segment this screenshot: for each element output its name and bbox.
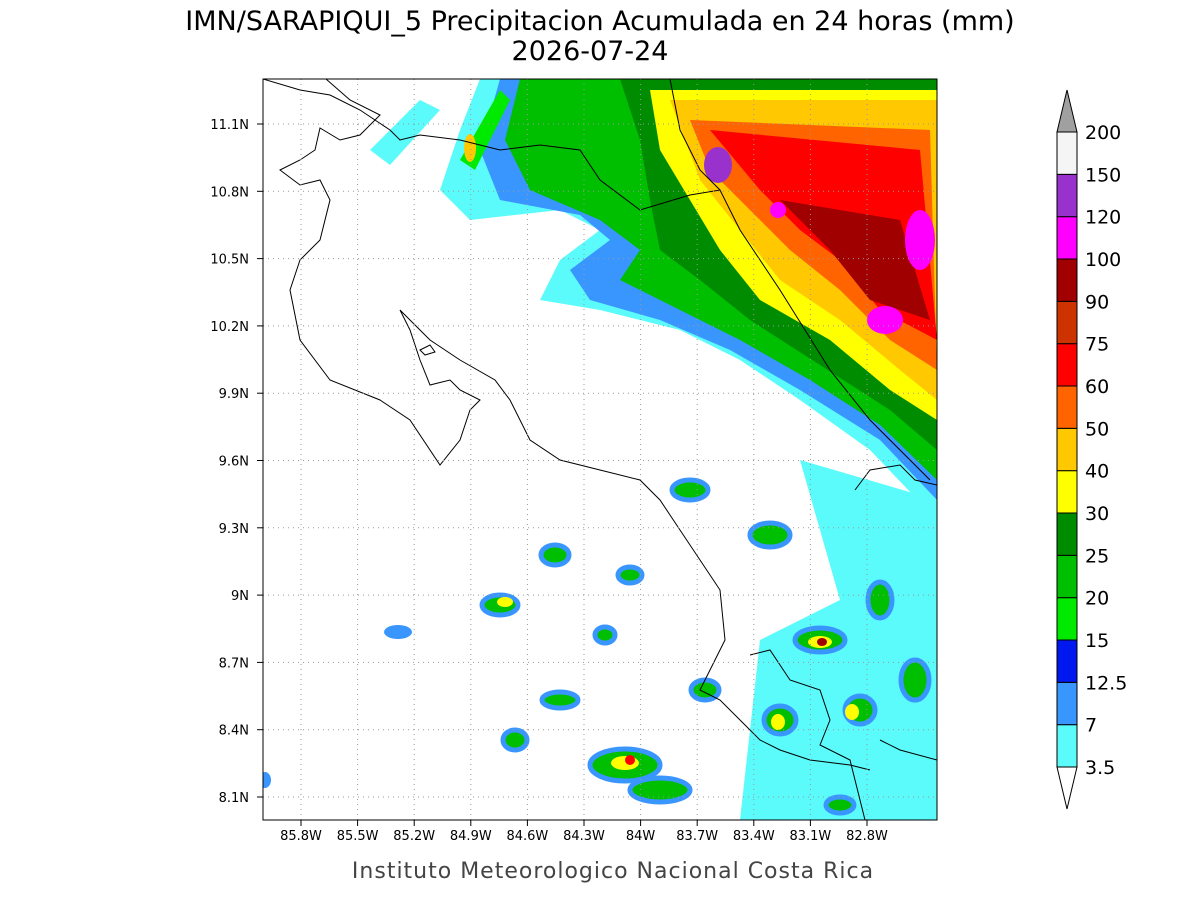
colorbar-segment (1056, 427, 1078, 472)
lat-label: 9.3N (219, 522, 249, 537)
lon-label: 84.6W (506, 829, 548, 844)
lon-label: 85.2W (393, 829, 435, 844)
lat-label: 10.5N (210, 253, 249, 268)
lon-label: 84.9W (450, 829, 492, 844)
colorbar-label: 150 (1085, 164, 1121, 186)
lon-label: 85.5W (337, 829, 379, 844)
colorbar-label: 12.5 (1085, 672, 1127, 694)
colorbar-segment (1056, 681, 1078, 726)
colorbar-over (1056, 89, 1078, 133)
colorbar-segment (1056, 512, 1078, 556)
colorbar-segment (1056, 554, 1078, 599)
colorbar-segment (1056, 216, 1078, 260)
colorbar-segment (1056, 724, 1078, 768)
precip-field (263, 79, 937, 820)
lat-label: 8.4N (219, 724, 249, 739)
colorbar-label: 7 (1085, 715, 1097, 737)
lat-label: 10.8N (210, 185, 249, 200)
lon-label: 82.8W (846, 829, 888, 844)
colorbar-segment (1056, 470, 1078, 514)
colorbar-segment (1056, 173, 1078, 218)
colorbar-segment (1056, 258, 1078, 302)
colorbar-label: 25 (1085, 545, 1109, 567)
colorbar-label: 90 (1085, 291, 1109, 313)
lat-label: 9.9N (219, 387, 249, 402)
lat-label: 9.6N (219, 455, 249, 470)
colorbar-segment (1056, 639, 1078, 683)
colorbar-segment (1056, 385, 1078, 429)
lon-label: 85.8W (280, 829, 322, 844)
colorbar-segment (1056, 300, 1078, 345)
colorbar-label: 120 (1085, 207, 1121, 229)
map-title: IMN/SARAPIQUI_5 Precipitacion Acumulada … (185, 6, 1014, 37)
colorbar-under (1056, 766, 1078, 810)
colorbar-label: 200 (1085, 122, 1121, 144)
colorbar-label: 40 (1085, 461, 1109, 483)
map-subtitle: 2026-07-24 (512, 36, 669, 67)
colorbar-label: 100 (1085, 249, 1121, 271)
lat-label: 8.1N (219, 791, 249, 806)
lon-label: 83.4W (733, 829, 775, 844)
colorbar-segment (1056, 131, 1078, 175)
lon-label: 84W (626, 829, 656, 844)
colorbar-segment (1056, 597, 1078, 641)
colorbar-label: 75 (1085, 334, 1109, 356)
colorbar-label: 60 (1085, 376, 1109, 398)
lat-label: 9N (231, 589, 249, 604)
colorbar-label: 30 (1085, 503, 1109, 525)
lon-label: 83.1W (789, 829, 831, 844)
lon-label: 84.3W (563, 829, 605, 844)
colorbar-segment (1056, 343, 1078, 387)
colorbar-label: 15 (1085, 630, 1109, 652)
colorbar-label: 50 (1085, 418, 1109, 440)
lat-label: 11.1N (210, 118, 249, 133)
colorbar-label: 3.5 (1085, 757, 1115, 779)
lat-label: 10.2N (210, 320, 249, 335)
lon-label: 83.7W (676, 829, 718, 844)
plot-frame (262, 78, 938, 821)
colorbar-label: 20 (1085, 588, 1109, 610)
map-footer: Instituto Meteorologico Nacional Costa R… (352, 859, 874, 884)
lat-label: 8.7N (219, 656, 249, 671)
